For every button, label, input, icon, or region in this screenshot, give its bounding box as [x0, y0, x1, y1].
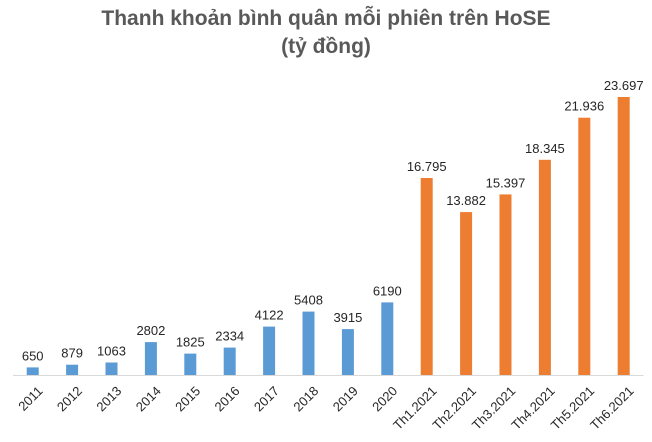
data-label: 23.697: [604, 78, 644, 93]
x-tick-label: 2019: [330, 383, 361, 414]
x-tick-label: 2012: [54, 383, 85, 414]
bar: [223, 347, 236, 375]
x-tick-label: 2013: [93, 383, 124, 414]
bar: [381, 302, 394, 375]
data-label: 1825: [176, 335, 205, 350]
bar: [302, 311, 315, 375]
bar: [26, 367, 39, 375]
chart-subtitle: (tỷ đồng): [281, 35, 371, 58]
bar: [538, 159, 551, 375]
bar: [105, 362, 118, 375]
x-tick-label: 2016: [212, 383, 243, 414]
x-tick-label: 2014: [133, 383, 164, 414]
data-label: 16.795: [407, 159, 447, 174]
data-label: 1063: [97, 344, 126, 359]
bar: [617, 97, 630, 375]
bar: [460, 212, 473, 375]
bar: [420, 178, 433, 375]
chart-title: Thanh khoản bình quân mỗi phiên trên HoS…: [101, 7, 551, 30]
data-label: 15.397: [486, 175, 526, 190]
bar: [499, 194, 512, 375]
x-tick-label: 2020: [369, 383, 400, 414]
data-label: 2334: [215, 329, 244, 344]
data-label: 18.345: [525, 141, 565, 156]
data-label: 6190: [373, 283, 402, 298]
bar: [341, 329, 354, 375]
data-label: 879: [61, 346, 83, 361]
data-label: 13.882: [446, 193, 486, 208]
data-label: 5408: [294, 293, 323, 308]
data-label: 3915: [333, 310, 362, 325]
x-tick-label: 2018: [290, 383, 321, 414]
data-label: 2802: [136, 323, 165, 338]
bar: [578, 117, 591, 375]
data-label: 21.936: [564, 99, 604, 114]
bar: [144, 342, 157, 375]
bar: [263, 326, 276, 375]
bar: [66, 364, 79, 375]
x-tick-label: Th6.2021: [587, 383, 636, 432]
x-tick-label: 2015: [172, 383, 203, 414]
bar: [184, 353, 197, 375]
data-label: 4122: [255, 308, 284, 323]
x-tick-label: 2011: [15, 383, 45, 413]
x-tick-label: 2017: [251, 383, 282, 414]
data-label: 650: [22, 348, 44, 363]
